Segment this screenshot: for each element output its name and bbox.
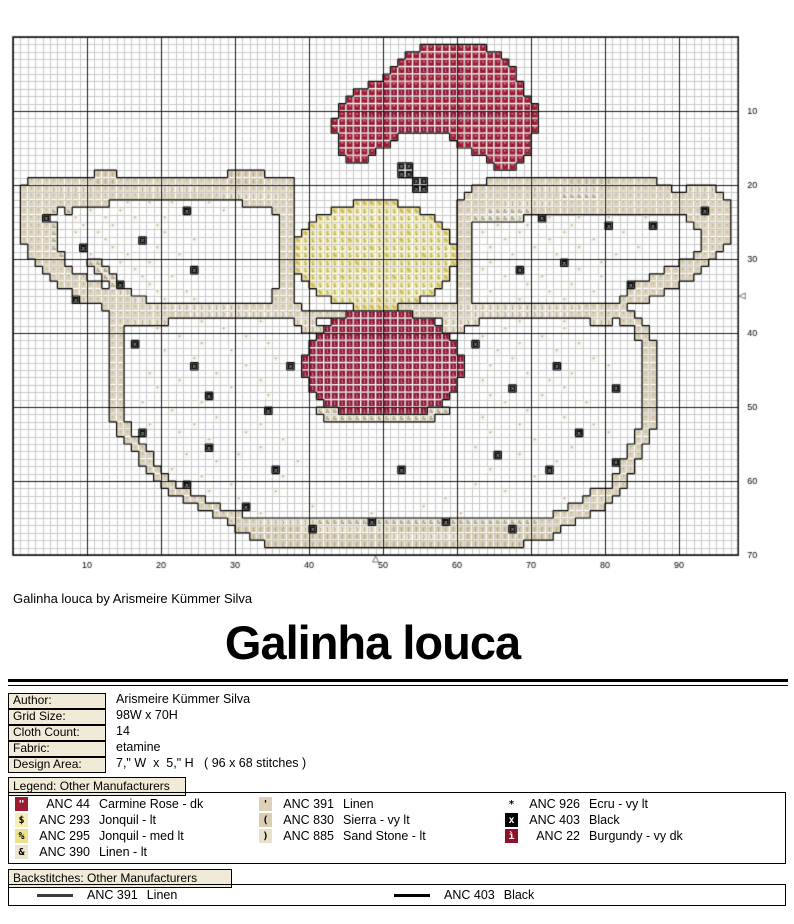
legend-column: " ANC 44 Carmine Rose - dk $ ANC 293 Jonquil … xyxy=(15,796,203,860)
legend-code: ANC 390 xyxy=(39,845,90,859)
info-row: Design Area: 7," W x 5," H ( 96 x 68 stit… xyxy=(8,756,307,773)
legend-name: Jonquil - lt xyxy=(99,813,156,827)
info-row-value: 98W x 70H xyxy=(116,708,178,722)
info-row-value: 7," W x 5," H ( 96 x 68 stitches ) xyxy=(116,756,307,770)
legend-name: Linen - lt xyxy=(99,845,147,859)
legend-name: Sand Stone - lt xyxy=(343,829,426,843)
legend-column: ' ANC 391 Linen ( ANC 830 Sierra - vy lt) ANC … xyxy=(259,796,426,844)
legend-name: Black xyxy=(589,813,620,827)
legend-symbol-chip: % xyxy=(15,829,28,843)
legend-symbol-chip: ì xyxy=(505,829,518,843)
legend-code: ANC 22 xyxy=(536,829,580,843)
legend-symbol-chip: * xyxy=(505,797,518,811)
backstitch-code: ANC 391 xyxy=(87,888,138,902)
legend-entry: $ ANC 293 Jonquil - lt xyxy=(15,812,203,828)
legend-box: " ANC 44 Carmine Rose - dk $ ANC 293 Jonquil … xyxy=(8,792,786,864)
legend-name: Carmine Rose - dk xyxy=(99,797,204,811)
legend-entry: x ANC 403 Black xyxy=(505,812,683,828)
legend-entry: ì ANC 22 Burgundy - vy dk xyxy=(505,828,683,844)
info-row: Grid Size: 98W x 70H xyxy=(8,708,306,725)
legend-entry: " ANC 44 Carmine Rose - dk xyxy=(15,796,203,812)
divider-thin xyxy=(8,685,788,686)
legend-code: ANC 403 xyxy=(529,813,580,827)
info-row-value: etamine xyxy=(116,740,161,754)
legend-entry: ' ANC 391 Linen xyxy=(259,796,426,812)
backstitch-entry: ANC 403 Black xyxy=(394,885,534,905)
legend-code: ANC 295 xyxy=(39,829,90,843)
info-row-label: Grid Size: xyxy=(8,709,106,725)
legend-symbol-chip: & xyxy=(15,845,28,859)
legend-symbol-chip: ( xyxy=(259,813,272,827)
legend-name: Jonquil - med lt xyxy=(99,829,184,843)
info-row: Author: Arismeire Kümmer Silva xyxy=(8,692,306,709)
legend-name: Linen xyxy=(343,797,374,811)
info-row-label: Fabric: xyxy=(8,741,106,757)
legend-entry: ) ANC 885 Sand Stone - lt xyxy=(259,828,426,844)
legend-symbol-chip: ) xyxy=(259,829,272,843)
legend-code: ANC 885 xyxy=(283,829,334,843)
backstitch-line-sample xyxy=(37,893,73,897)
legend-entry: ( ANC 830 Sierra - vy lt xyxy=(259,812,426,828)
divider-thick xyxy=(8,679,788,682)
legend-code: ANC 44 xyxy=(46,797,90,811)
legend-header: Legend: Other Manufacturers xyxy=(8,777,186,796)
legend-symbol-chip: $ xyxy=(15,813,28,827)
backstitch-name: Black xyxy=(503,888,535,902)
legend-code: ANC 830 xyxy=(283,813,334,827)
info-row-label: Design Area: xyxy=(8,757,106,773)
backstitch-entry: ANC 391 Linen xyxy=(37,885,177,905)
legend-symbol-chip: x xyxy=(505,813,518,827)
legend-name: Burgundy - vy dk xyxy=(589,829,683,843)
legend-symbol-chip: ' xyxy=(259,797,272,811)
info-row: Fabric: etamine xyxy=(8,740,306,757)
legend-entry: & ANC 390 Linen - lt xyxy=(15,844,203,860)
legend-code: ANC 293 xyxy=(39,813,90,827)
backstitches-box: ANC 391 Linen ANC 403 Black xyxy=(8,884,786,906)
stitch-chart xyxy=(0,0,794,584)
legend-symbol-chip: " xyxy=(15,797,28,811)
legend-entry: * ANC 926 Ecru - vy lt xyxy=(505,796,683,812)
legend-column: * ANC 926 Ecru - vy lt x ANC 403 Black ì ANC 22… xyxy=(505,796,683,844)
chart-caption: Galinha louca by Arismeire Kümmer Silva xyxy=(13,591,253,606)
info-row-label: Cloth Count: xyxy=(8,725,106,741)
page-title: Galinha louca xyxy=(224,616,521,669)
legend-code: ANC 926 xyxy=(529,797,580,811)
legend-code: ANC 391 xyxy=(283,797,334,811)
backstitch-code: ANC 403 xyxy=(444,888,495,902)
legend-entry: % ANC 295 Jonquil - med lt xyxy=(15,828,203,844)
backstitch-line-sample xyxy=(394,893,430,897)
backstitch-name: Linen xyxy=(146,888,178,902)
legend-name: Sierra - vy lt xyxy=(343,813,410,827)
info-table: Author: Arismeire Kümmer Silva Grid Size: 9… xyxy=(8,693,306,773)
info-row-value: 14 xyxy=(116,724,130,738)
info-row-label: Author: xyxy=(8,693,106,709)
backstitches-header: Backstitches: Other Manufacturers xyxy=(8,869,232,888)
info-row-value: Arismeire Kümmer Silva xyxy=(116,692,251,706)
info-row: Cloth Count: 14 xyxy=(8,724,306,741)
legend-name: Ecru - vy lt xyxy=(589,797,649,811)
